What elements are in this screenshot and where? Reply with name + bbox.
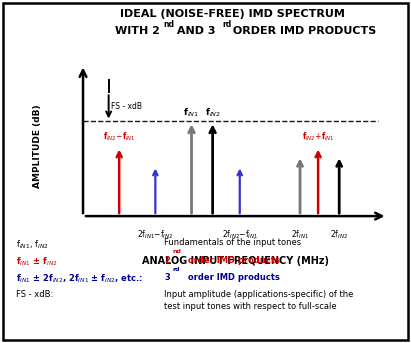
Text: IDEAL (NOISE-FREE) IMD SPECTRUM: IDEAL (NOISE-FREE) IMD SPECTRUM [120, 9, 345, 19]
Text: 2f$_{IN1}$$-$f$_{IN2}$: 2f$_{IN1}$$-$f$_{IN2}$ [137, 229, 173, 241]
Text: FS - xdB: FS - xdB [111, 103, 142, 111]
Text: ANALOG INPUT FREQUENCY (MHz): ANALOG INPUT FREQUENCY (MHz) [142, 257, 329, 267]
Text: f$_{IN2}$$-$f$_{IN1}$: f$_{IN2}$$-$f$_{IN1}$ [103, 130, 136, 143]
Text: WITH 2: WITH 2 [115, 26, 160, 36]
Text: 2f$_{IN2}$$-$f$_{IN1}$: 2f$_{IN2}$$-$f$_{IN1}$ [222, 229, 258, 241]
Text: 3: 3 [164, 273, 170, 282]
Text: f$_{IN2}$$+$f$_{IN1}$: f$_{IN2}$$+$f$_{IN1}$ [302, 130, 335, 143]
Text: rd: rd [222, 20, 231, 28]
Text: f$_{IN2}$: f$_{IN2}$ [205, 106, 221, 119]
Text: nd: nd [173, 249, 182, 255]
Text: f$_{IN1}$: f$_{IN1}$ [183, 106, 200, 119]
Text: f$_{IN1}$, f$_{IN2}$: f$_{IN1}$, f$_{IN2}$ [16, 238, 49, 251]
Text: Fundamentals of the input tones: Fundamentals of the input tones [164, 238, 302, 247]
Text: 2f$_{IN2}$: 2f$_{IN2}$ [330, 229, 348, 241]
Text: FS - xdB:: FS - xdB: [16, 290, 54, 299]
Text: AND 3: AND 3 [173, 26, 215, 36]
Text: f$_{IN1}$ ± 2f$_{IN2}$, 2f$_{IN1}$ ± f$_{IN2}$, etc.:: f$_{IN1}$ ± 2f$_{IN2}$, 2f$_{IN1}$ ± f$_… [16, 273, 143, 285]
Text: f$_{IN1}$ ± f$_{IN2}$: f$_{IN1}$ ± f$_{IN2}$ [16, 256, 58, 268]
Text: order IMD products: order IMD products [185, 273, 280, 282]
Text: Input amplitude (applications-specific) of the
test input tones with respect to : Input amplitude (applications-specific) … [164, 290, 354, 311]
Text: 2f$_{IN1}$: 2f$_{IN1}$ [291, 229, 309, 241]
Text: AMPLITUDE (dB): AMPLITUDE (dB) [33, 105, 42, 189]
Text: nd: nd [164, 20, 175, 28]
Text: 2: 2 [164, 256, 170, 264]
Text: rd: rd [173, 267, 180, 272]
Text: order IMD products: order IMD products [185, 256, 280, 264]
Text: ORDER IMD PRODUCTS: ORDER IMD PRODUCTS [229, 26, 376, 36]
